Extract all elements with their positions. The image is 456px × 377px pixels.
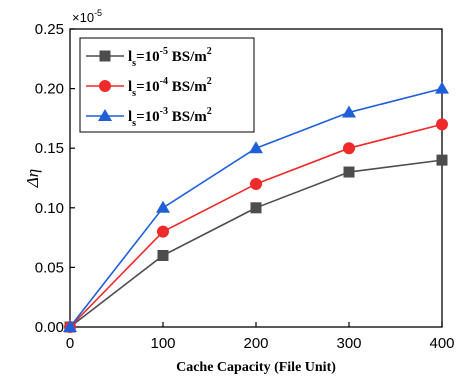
y-tick-label: 0.20 xyxy=(35,81,64,98)
y-axis-title: Δη xyxy=(23,169,42,188)
x-tick-label: 300 xyxy=(336,335,361,352)
y-tick-label: 0.05 xyxy=(35,259,64,276)
legend-label-2: ls=10-3 BS/m2 xyxy=(128,106,212,129)
series-line-1 xyxy=(69,123,443,328)
legend-marker-2 xyxy=(98,109,112,121)
y-multiplier: ×10-5 xyxy=(72,8,102,25)
data-point-2-0 xyxy=(63,320,77,332)
y-multiplier-base: ×10 xyxy=(72,10,94,25)
data-point-1-3 xyxy=(343,142,355,155)
x-axis-title: Cache Capacity (File Unit) xyxy=(176,360,336,375)
data-point-0-2 xyxy=(250,202,262,214)
y-tick-label: 0.10 xyxy=(35,200,64,217)
data-point-2-2 xyxy=(249,141,263,154)
data-point-2-3 xyxy=(342,105,356,118)
data-point-1-1 xyxy=(157,225,169,238)
data-point-0-4 xyxy=(436,154,448,166)
data-point-0-3 xyxy=(343,166,355,178)
legend-label-1: ls=10-4 BS/m2 xyxy=(128,76,212,99)
legend-marker-1 xyxy=(99,80,111,92)
x-tick-label: 400 xyxy=(429,335,454,352)
data-point-0-1 xyxy=(157,249,169,261)
data-point-1-2 xyxy=(250,177,262,190)
y-tick-label: 0.00 xyxy=(35,319,64,336)
data-point-2-4 xyxy=(435,81,449,94)
x-tick-label: 0 xyxy=(66,335,74,352)
legend-marker-0 xyxy=(99,50,111,62)
x-tick-label: 100 xyxy=(150,335,175,352)
data-point-2-1 xyxy=(156,200,170,213)
y-tick-label: 0.15 xyxy=(35,140,64,157)
data-point-1-4 xyxy=(436,118,448,131)
legend-label-0: ls=10-5 BS/m2 xyxy=(128,46,212,69)
y-tick-label: 0.25 xyxy=(35,21,64,38)
x-tick-label: 200 xyxy=(243,335,268,352)
legend: ls=10-5 BS/m2 ls=10-4 BS/m2 ls=10-3 BS/m2 xyxy=(79,37,255,133)
axis-ticks: 0 100 200 300 400 0.00 0.05 0.10 0.15 0.20 0.25 xyxy=(35,21,455,352)
y-multiplier-exp: -5 xyxy=(94,8,102,18)
series-layer xyxy=(63,81,449,333)
